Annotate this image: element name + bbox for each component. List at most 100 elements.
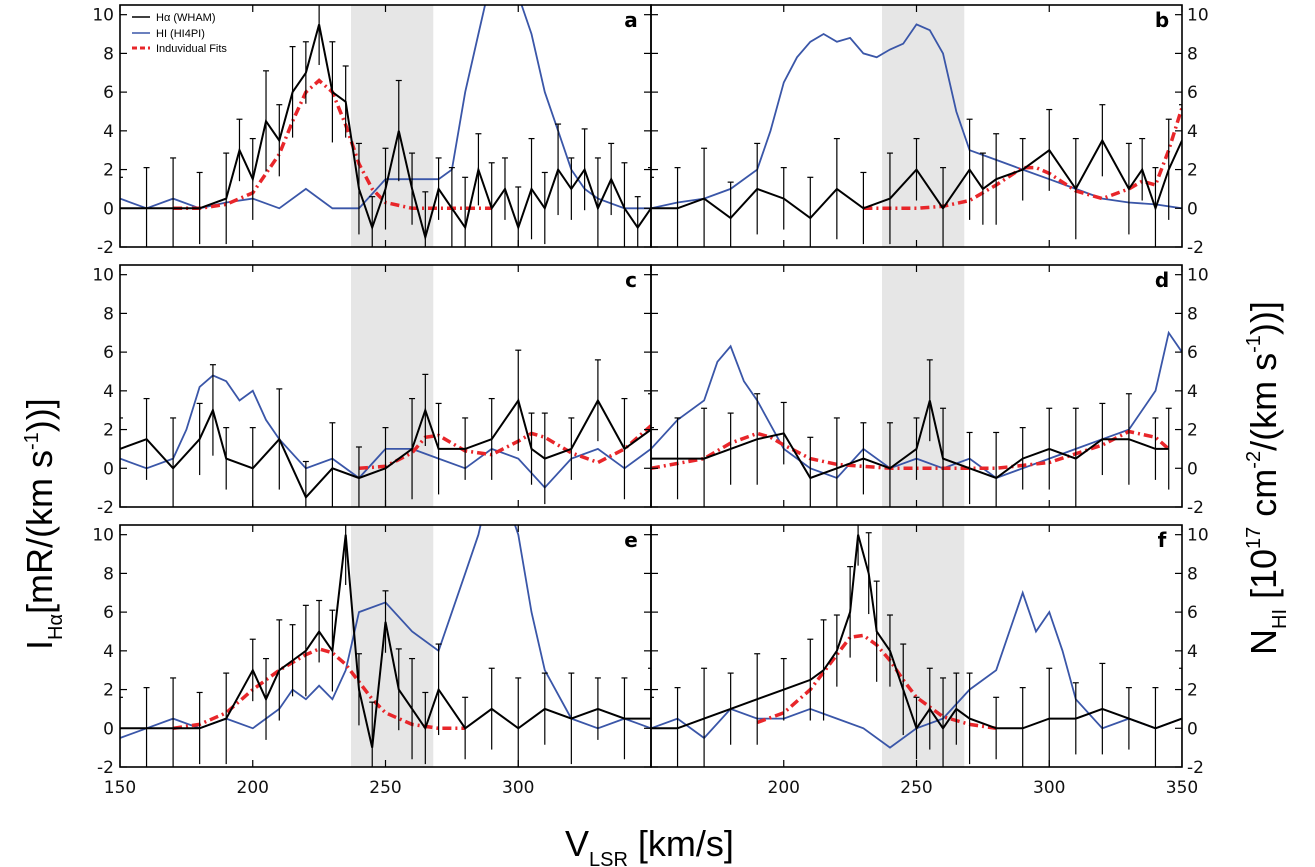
y-tick-label: 2: [103, 681, 114, 701]
y-axis-label-left: IHα[mR/(km s-1))]: [19, 398, 67, 650]
y-tick-label: -2: [1187, 238, 1204, 258]
plot-area: [120, 5, 651, 247]
panel-d: 10 8 6 4 2 0 -2 d: [650, 264, 1209, 518]
y-right-sub: HI: [1269, 609, 1291, 629]
legend-label-fit: Induvidual Fits: [156, 43, 227, 55]
y-tick-label: 8: [103, 304, 114, 324]
x-tick-label: 350: [1166, 778, 1198, 798]
y-tick-label: 0: [103, 459, 114, 479]
x-axis-label-main: V: [565, 823, 589, 864]
y-tick-label: 2: [1187, 161, 1198, 181]
y-tick-label: 2: [103, 161, 114, 181]
shaded-region: [350, 265, 434, 507]
y-tick-label: 2: [1187, 681, 1198, 701]
panel-c: 10 8 6 4 2 0 -2 c: [92, 264, 652, 518]
y-tick-label: 4: [103, 122, 114, 142]
y-tick-label: 0: [1187, 459, 1198, 479]
shaded-region: [881, 5, 965, 247]
y-right-sup3: -1: [1243, 335, 1265, 353]
y-tick-label: 2: [1187, 421, 1198, 441]
y-right-main: N: [1243, 629, 1284, 655]
y-tick-label: 0: [1187, 199, 1198, 219]
y-tick-label: -2: [97, 758, 114, 778]
x-tick-label: 200: [768, 778, 800, 798]
x-tick-label: 300: [502, 778, 534, 798]
plot-area: [651, 525, 1182, 767]
plot-area: [651, 23, 1182, 247]
y-right-sup2: -2: [1243, 451, 1265, 469]
y-tick-label: 4: [1187, 122, 1198, 142]
panel-label: a: [624, 8, 638, 32]
y-left-sub: Hα: [45, 614, 67, 640]
y-right-rest3: /(km s: [1243, 353, 1284, 451]
halpha-series-line: [120, 534, 651, 748]
panel-f: 10 8 6 4 2 0 -2 200 250 300 350 f: [650, 524, 1209, 798]
hi-series-line: [651, 330, 1182, 480]
y-tick-label: 0: [1187, 719, 1198, 739]
x-tick-label: 200: [237, 778, 269, 798]
legend-label-halpha: Hα (WHAM): [156, 12, 216, 24]
shaded-region: [350, 525, 434, 767]
panel-a: 10 8 6 4 2 0 -2 a: [92, 4, 652, 258]
x-tick-label: 300: [1033, 778, 1065, 798]
y-tick-label: 10: [92, 6, 114, 26]
y-left-main: I: [19, 640, 60, 650]
y-tick-label: 6: [1187, 83, 1198, 103]
plot-area: [120, 525, 651, 767]
y-tick-label: 10: [1187, 526, 1209, 546]
y-left-rest: [mR/(km s: [19, 450, 60, 614]
y-tick-label: 10: [92, 266, 114, 286]
panel-label: c: [625, 268, 637, 292]
y-tick-label: 6: [103, 83, 114, 103]
halpha-series-line: [651, 534, 1182, 731]
y-right-rest1: [10: [1243, 549, 1284, 609]
y-tick-label: 8: [1187, 304, 1198, 324]
y-right-close: ))]: [1243, 301, 1284, 335]
y-left-sup: -1: [21, 432, 43, 450]
hi-series-line: [651, 23, 1182, 210]
y-tick-label: 0: [103, 719, 114, 739]
shaded-region: [881, 265, 965, 507]
x-axis-label: VLSR [km/s]: [565, 823, 734, 867]
y-tick-label: 8: [103, 44, 114, 64]
y-right-rest2: cm: [1243, 469, 1284, 527]
panel-b: 10 8 6 4 2 0 -2 b: [650, 4, 1209, 258]
y-tick-label: 6: [1187, 603, 1198, 623]
y-tick-label: 4: [103, 642, 114, 662]
y-tick-label: 10: [1187, 266, 1209, 286]
y-axis-label-right: NHI [1017 cm-2/(km s-1))]: [1243, 301, 1291, 655]
x-axis-label-rest: [km/s]: [628, 823, 734, 864]
y-tick-label: 10: [1187, 6, 1209, 26]
y-tick-label: 8: [1187, 564, 1198, 584]
y-left-close: ))]: [19, 398, 60, 432]
y-tick-label: 4: [103, 382, 114, 402]
halpha-series-line: [651, 400, 1169, 480]
halpha-series-line: [651, 138, 1182, 220]
y-tick-label: 8: [1187, 44, 1198, 64]
y-tick-label: 8: [103, 564, 114, 584]
panel-label: e: [624, 528, 638, 552]
y-tick-label: 4: [1187, 382, 1198, 402]
y-tick-label: 0: [103, 199, 114, 219]
shaded-region: [350, 5, 434, 247]
plot-area: [120, 349, 651, 507]
y-tick-label: 6: [103, 603, 114, 623]
y-tick-label: 4: [1187, 642, 1198, 662]
x-tick-label: 250: [900, 778, 932, 798]
legend-label-hi: HI (HI4PI): [156, 28, 205, 40]
shaded-region: [881, 525, 965, 767]
panel-label: d: [1155, 268, 1169, 292]
plot-area: [651, 330, 1182, 507]
y-tick-label: 6: [103, 343, 114, 363]
panels: 10 8 6 4 2 0 -2 a 10 8 6 4 2 0 -2 b 10 8 6 4 2 0 -2 c 10 8 6 4 2 0 -2 d…: [92, 4, 1209, 798]
y-tick-label: -2: [1187, 498, 1204, 518]
y-tick-label: 6: [1187, 343, 1198, 363]
panel-label: f: [1158, 528, 1167, 552]
y-tick-label: -2: [97, 238, 114, 258]
legend: Hα (WHAM) HI (HI4PI) Induvidual Fits: [132, 12, 227, 55]
x-axis-label-sub: LSR: [589, 849, 628, 867]
x-tick-label: 250: [369, 778, 401, 798]
y-right-sup1: 17: [1243, 527, 1265, 549]
